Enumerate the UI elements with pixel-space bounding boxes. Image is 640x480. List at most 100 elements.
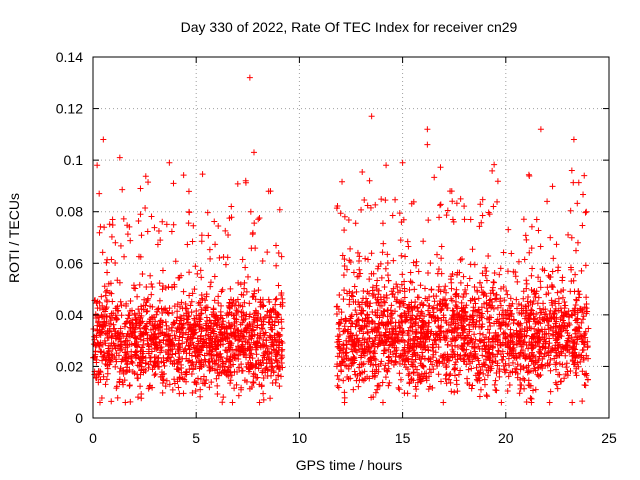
- data-point: [219, 332, 226, 339]
- data-point: [549, 183, 556, 190]
- data-point: [159, 218, 166, 225]
- data-point: [496, 271, 503, 278]
- data-point: [463, 302, 470, 309]
- x-tick-label: 20: [498, 430, 514, 446]
- data-point: [389, 291, 396, 298]
- data-point: [99, 249, 106, 256]
- data-point: [274, 363, 281, 370]
- data-point: [477, 338, 484, 345]
- data-point: [165, 351, 172, 358]
- data-point: [184, 336, 191, 343]
- data-point: [494, 304, 501, 311]
- data-point: [101, 319, 108, 326]
- data-point: [268, 349, 275, 356]
- data-point: [170, 221, 177, 228]
- data-point: [109, 298, 116, 305]
- data-point: [249, 294, 256, 301]
- data-point: [504, 291, 511, 298]
- data-point: [430, 312, 437, 319]
- data-point: [404, 348, 411, 355]
- data-point: [356, 258, 363, 265]
- data-point: [368, 394, 375, 401]
- data-point: [457, 352, 464, 359]
- data-point: [419, 349, 426, 356]
- data-point: [375, 263, 382, 270]
- data-point: [442, 296, 449, 303]
- data-point: [461, 335, 468, 342]
- data-point: [202, 305, 209, 312]
- data-point: [366, 335, 373, 342]
- data-point: [476, 330, 483, 337]
- data-point: [501, 297, 508, 304]
- data-point: [112, 363, 119, 370]
- data-point: [149, 366, 156, 373]
- data-point: [341, 399, 348, 406]
- data-point: [526, 312, 533, 319]
- data-point: [467, 360, 474, 367]
- data-point: [334, 372, 341, 379]
- data-point: [189, 290, 196, 297]
- data-point: [555, 371, 562, 378]
- data-point: [161, 362, 168, 369]
- data-point: [520, 288, 527, 295]
- data-point: [479, 352, 486, 359]
- data-point: [165, 283, 172, 290]
- data-point: [397, 325, 404, 332]
- data-point: [103, 331, 110, 338]
- data-point: [233, 381, 240, 388]
- data-point: [120, 370, 127, 377]
- data-point: [481, 376, 488, 383]
- data-point: [548, 284, 555, 291]
- data-point: [114, 277, 121, 284]
- data-point: [246, 311, 253, 318]
- data-point: [520, 365, 527, 372]
- data-point: [463, 332, 470, 339]
- data-point: [194, 321, 201, 328]
- data-point: [348, 346, 355, 353]
- data-point: [147, 358, 154, 365]
- data-point: [445, 376, 452, 383]
- data-point: [260, 375, 267, 382]
- data-point: [197, 344, 204, 351]
- data-point: [388, 302, 395, 309]
- data-point: [537, 243, 544, 250]
- data-point: [573, 365, 580, 372]
- data-point: [106, 320, 113, 327]
- data-point: [186, 292, 193, 299]
- grid-lines: [93, 57, 609, 418]
- data-point: [474, 370, 481, 377]
- data-point: [233, 318, 240, 325]
- data-point: [94, 326, 101, 333]
- data-point: [352, 307, 359, 314]
- data-point: [412, 334, 419, 341]
- data-point: [552, 324, 559, 331]
- data-point: [340, 342, 347, 349]
- data-point: [462, 335, 469, 342]
- data-point: [338, 368, 345, 375]
- data-point: [265, 296, 272, 303]
- data-point: [256, 214, 263, 221]
- data-point: [579, 316, 586, 323]
- data-point: [582, 209, 589, 216]
- data-point: [562, 352, 569, 359]
- data-point: [422, 295, 429, 302]
- data-point: [443, 319, 450, 326]
- data-point: [235, 392, 242, 399]
- data-point: [249, 355, 256, 362]
- data-point: [451, 389, 458, 396]
- data-point: [478, 284, 485, 291]
- data-point: [420, 373, 427, 380]
- data-point: [104, 287, 111, 294]
- data-point: [136, 322, 143, 329]
- data-point: [123, 303, 130, 310]
- x-tick-label: 25: [601, 430, 617, 446]
- data-point: [116, 279, 123, 286]
- data-point: [114, 394, 121, 401]
- data-point: [505, 362, 512, 369]
- data-point: [110, 321, 117, 328]
- data-point: [364, 311, 371, 318]
- data-point: [568, 167, 575, 174]
- data-point: [505, 226, 512, 233]
- data-point: [336, 325, 343, 332]
- data-point: [477, 367, 484, 374]
